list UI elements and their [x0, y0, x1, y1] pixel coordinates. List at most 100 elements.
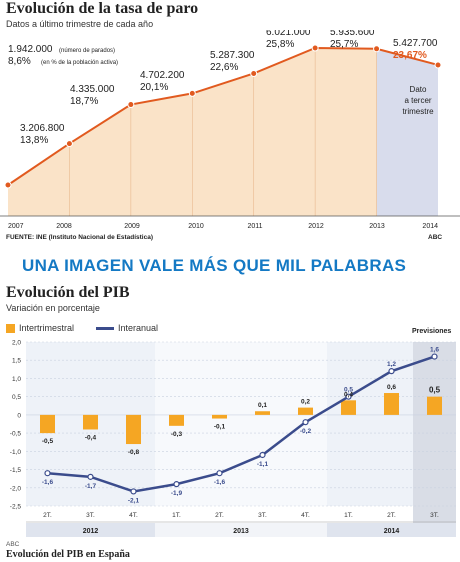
pib-year-band — [155, 523, 327, 537]
paro-rate-label: 25,7% — [330, 39, 358, 50]
pib-bar — [255, 411, 270, 415]
paro-x-tick: 2008 — [56, 223, 72, 230]
pib-point — [259, 451, 266, 459]
paro-area-forecast — [376, 48, 438, 216]
pib-subtitle: Variación en porcentaje — [6, 303, 100, 313]
pib-bar-label: -0,1 — [214, 424, 226, 431]
pib-line-label: -1,9 — [171, 490, 183, 497]
pib-bar-label: -0,8 — [128, 449, 140, 456]
pib-line-label: -0,2 — [300, 428, 312, 435]
paro-x-tick: 2011 — [247, 223, 262, 230]
pib-point — [302, 419, 309, 426]
pib-point — [345, 393, 352, 400]
pib-point — [216, 470, 223, 477]
pib-bar-label: -0,5 — [42, 438, 54, 445]
paro-title: Evolución de la tasa de paro — [6, 0, 199, 17]
paro-credit: ABC — [428, 234, 443, 241]
pib-x-tick: 3T. — [86, 512, 95, 519]
pib-y-tick: 0,5 — [12, 394, 21, 401]
paro-x-tick: 2007 — [8, 223, 24, 230]
pib-x-tick: 2T. — [43, 512, 52, 519]
pib-line-label: -1,6 — [42, 479, 54, 486]
paro-line — [7, 46, 439, 186]
paro-count-label: 4.702.200 — [140, 70, 185, 81]
pib-point — [173, 481, 180, 488]
pib-point — [388, 368, 395, 375]
pib-x-tick: 1T. — [344, 512, 353, 519]
pib-bar-label: 0,1 — [258, 402, 267, 409]
pib-bar — [298, 407, 313, 415]
pib-x-tick: 4T. — [301, 512, 310, 519]
paro-count-label: 6.021.000 — [266, 30, 311, 38]
pib-bar — [40, 414, 55, 434]
pib-chart: -0,5 -0,4 -0,8 -0,3 -0,1 0,1 0,2 0,4 0,6 0,5 -1,6 -… — [10, 340, 456, 537]
paro-subtitle: Datos a último trimestre de cada año — [6, 19, 154, 29]
pib-bar — [83, 414, 98, 430]
paro-rate-label: 25,8% — [266, 39, 294, 50]
pib-x-tick: 3T. — [430, 512, 439, 519]
pib-y-tick: 0 — [17, 412, 21, 419]
banner-text: UNA IMAGEN VALE MÁS QUE MIL PALABRAS — [22, 256, 407, 275]
pib-bar — [341, 400, 356, 415]
pib-line-label: -1,6 — [214, 479, 226, 486]
pib-line-label: 0,5 — [344, 387, 353, 394]
pib-bar-label: 0,4 — [344, 391, 353, 398]
pib-bar — [169, 414, 184, 426]
paro-note-count: (número de parados) — [59, 48, 115, 54]
paro-point — [188, 89, 196, 97]
paro-point — [434, 61, 442, 69]
legend-swatch-intertrimestral — [6, 324, 15, 333]
pib-y-tick: -0,5 — [10, 431, 22, 438]
paro-annotation: a tercer — [404, 96, 431, 105]
pib-x-tick: 2T. — [215, 512, 224, 519]
pib-bar — [427, 396, 442, 415]
paro-count-label: 1.942.000 — [8, 44, 53, 55]
pib-line — [47, 355, 435, 493]
paro-point — [311, 44, 319, 52]
pib-point — [431, 353, 438, 360]
pib-year-label: 2014 — [384, 528, 400, 535]
previsiones-label: Previsiones — [412, 328, 452, 335]
pib-line-label: -1,1 — [257, 461, 269, 468]
pib-bar-label: 0,6 — [387, 384, 396, 391]
paro-note-rate: (en % de la población activa) — [41, 60, 118, 66]
paro-count-label: 4.335.000 — [70, 84, 115, 95]
pib-point — [130, 488, 137, 495]
pib-year-label: 2013 — [233, 528, 249, 535]
pib-footer: Evolución del PIB en España — [6, 549, 130, 560]
pib-y-tick: -2,0 — [10, 485, 22, 492]
paro-rate-label: 20,1% — [140, 82, 168, 93]
paro-point — [65, 140, 73, 148]
pib-x-tick: 4T. — [129, 512, 138, 519]
pib-y-tick: -2,5 — [10, 504, 22, 511]
paro-rate-label: 8,6% — [8, 56, 31, 67]
paro-count-label: 5.287.300 — [210, 50, 255, 61]
paro-rate-label: 13,8% — [20, 135, 48, 146]
pib-bar — [126, 414, 141, 445]
pib-y-tick: -1,5 — [10, 467, 22, 474]
pib-x-tick: 1T. — [172, 512, 181, 519]
paro-annotation: trimestre — [402, 107, 434, 116]
paro-count-label: 3.206.800 — [20, 123, 65, 134]
paro-annotation: Dato — [410, 85, 427, 94]
paro-x-tick: 2012 — [308, 223, 324, 230]
pib-x-tick: 3T. — [258, 512, 267, 519]
pib-title: Evolución del PIB — [6, 284, 130, 301]
pib-y-tick: 2,0 — [12, 340, 21, 347]
legend-label-interanual: Interanual — [118, 323, 159, 333]
paro-rate-label: 23,67% — [393, 50, 427, 61]
pib-bar-label: -0,4 — [85, 434, 97, 441]
pib-year-band — [26, 523, 155, 537]
paro-count-label: 5.427.700 — [393, 38, 438, 49]
pib-line-label: -2,1 — [128, 497, 140, 504]
paro-point — [127, 101, 135, 109]
pib-bar-label: 0,2 — [301, 399, 310, 406]
pib-bar-label: -0,3 — [171, 431, 183, 438]
paro-point — [250, 69, 258, 77]
paro-point — [373, 45, 381, 53]
pib-y-tick: 1,0 — [12, 376, 21, 383]
paro-source: FUENTE: INE (Instituto Nacional de Estad… — [6, 234, 153, 241]
pib-line-label: 1,2 — [387, 361, 396, 368]
pib-bar — [384, 393, 399, 415]
